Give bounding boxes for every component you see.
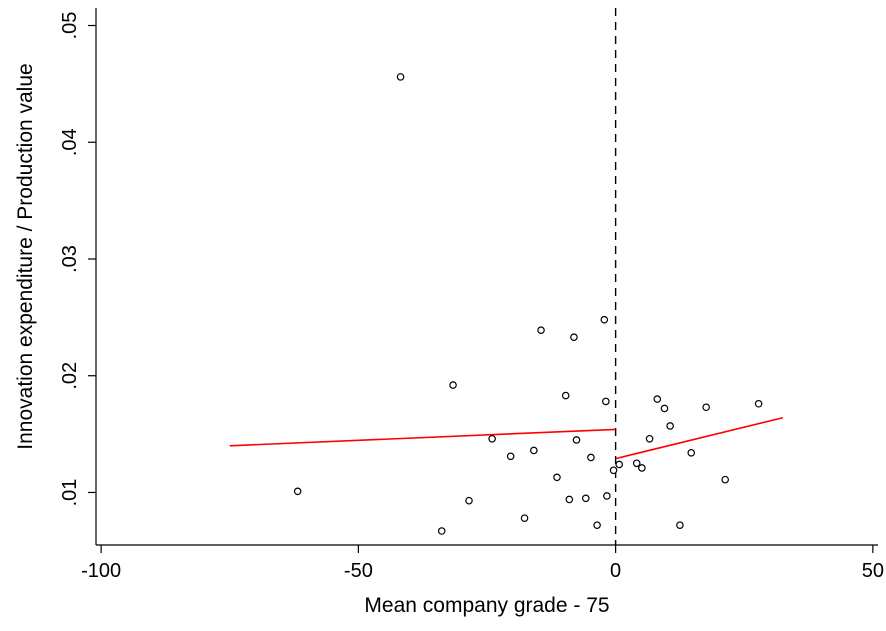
y-axis-title: Innovation expenditure / Production valu… (14, 63, 37, 449)
data-point (666, 422, 674, 430)
data-points (293, 73, 763, 535)
data-point (465, 496, 473, 505)
fit-line (229, 428, 616, 447)
data-point (600, 315, 609, 324)
data-point (721, 475, 730, 484)
x-tick-label: 0 (610, 560, 621, 582)
data-point (396, 73, 405, 81)
data-point (609, 466, 618, 475)
data-point (449, 381, 457, 389)
x-axis-title: Mean company grade - 75 (364, 594, 609, 617)
data-point (437, 527, 446, 535)
fit-lines (229, 416, 784, 460)
data-point (615, 460, 624, 469)
data-point (506, 452, 515, 461)
x-tick-label: 50 (862, 560, 884, 582)
data-point (660, 404, 669, 413)
data-point (587, 453, 595, 462)
data-point (702, 403, 710, 412)
data-point (754, 399, 763, 408)
data-point (553, 473, 561, 482)
data-point (676, 521, 684, 529)
data-point (687, 448, 696, 457)
y-tick-label: .01 (59, 479, 81, 507)
y-ticks: .01 .02 .03 .04 .05 (59, 12, 96, 507)
data-point (603, 492, 611, 500)
x-tick-label: -50 (344, 560, 373, 582)
data-point (632, 459, 641, 468)
data-point (530, 446, 538, 455)
data-point (570, 333, 578, 342)
x-tick-label: -100 (81, 560, 121, 582)
data-point (561, 391, 570, 400)
data-point (653, 395, 662, 403)
data-point (581, 494, 590, 503)
data-point (293, 487, 302, 496)
fit-line (615, 416, 784, 460)
data-point (645, 434, 654, 443)
x-ticks: -100 -50 0 50 (81, 545, 884, 582)
y-tick-label: .05 (59, 12, 81, 40)
data-point (602, 397, 610, 406)
data-point (638, 464, 646, 472)
data-point (593, 521, 601, 529)
y-tick-label: .03 (59, 245, 81, 273)
data-point (520, 514, 529, 522)
plot-area: -100 -50 0 50 .01 .02 .03 .04 .05 (59, 8, 884, 582)
data-point (572, 436, 581, 444)
data-point (488, 434, 496, 443)
y-tick-label: .02 (59, 362, 81, 390)
data-point (537, 326, 545, 335)
data-point (565, 495, 574, 504)
y-tick-label: .04 (59, 128, 81, 156)
